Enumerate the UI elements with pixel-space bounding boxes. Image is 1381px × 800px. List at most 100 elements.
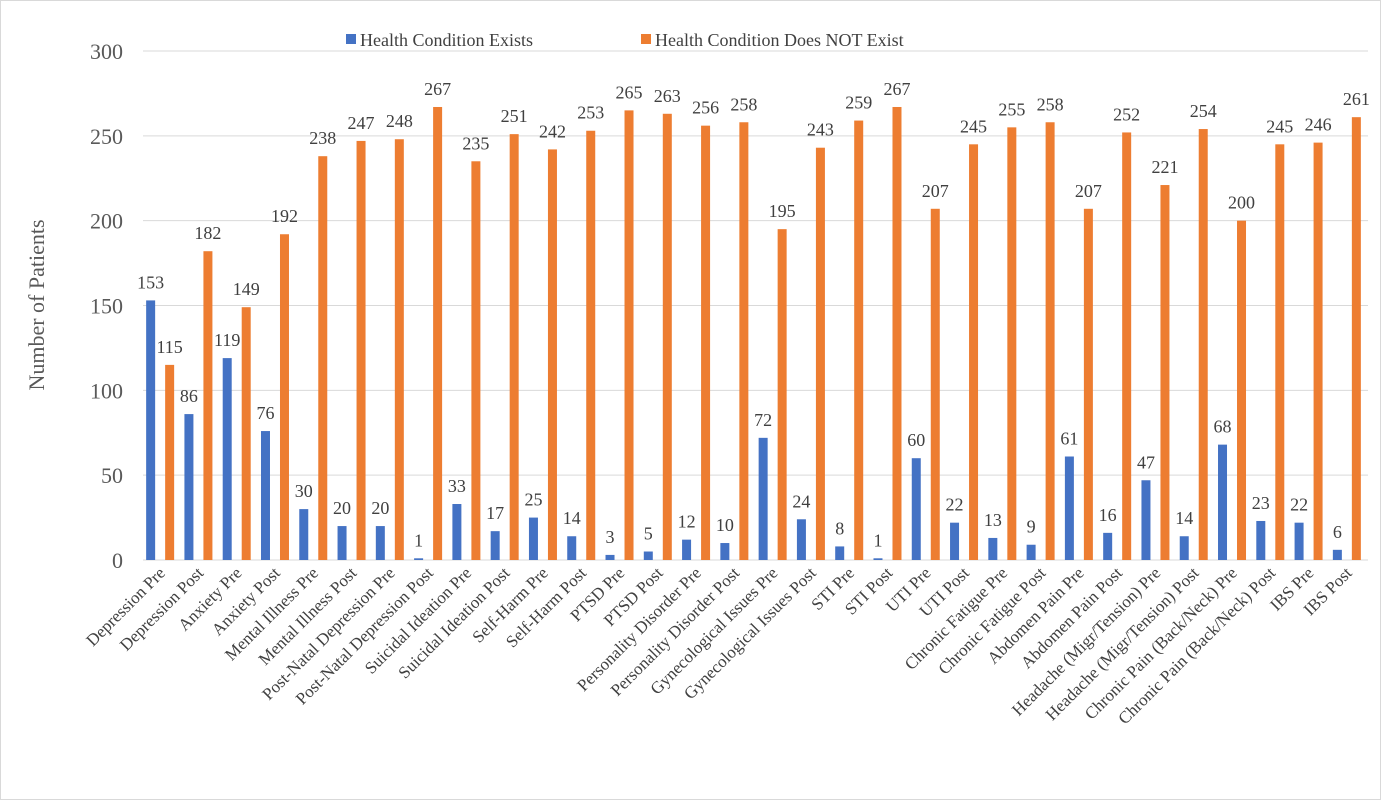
legend-label: Health Condition Does NOT Exist: [655, 30, 904, 50]
data-label: 200: [1228, 193, 1255, 213]
bar: [356, 140, 366, 560]
bar: [1332, 549, 1342, 560]
data-label: 23: [1252, 493, 1270, 513]
bar: [547, 149, 557, 560]
data-label: 9: [1027, 517, 1036, 537]
bar: [337, 526, 347, 560]
bar: [414, 558, 424, 560]
data-label: 235: [462, 133, 489, 153]
data-label: 248: [386, 111, 413, 131]
data-label: 22: [1290, 495, 1308, 515]
bar: [318, 156, 328, 560]
data-label: 24: [792, 491, 810, 511]
data-label: 30: [295, 481, 313, 501]
data-label: 12: [678, 512, 696, 532]
data-label: 153: [137, 272, 164, 292]
bar: [222, 358, 232, 560]
data-label: 195: [769, 201, 796, 221]
data-label: 265: [616, 82, 643, 102]
bar: [892, 106, 902, 561]
bar: [471, 161, 481, 561]
y-tick-label: 300: [90, 39, 123, 64]
data-label: 115: [156, 337, 182, 357]
data-label: 22: [946, 495, 964, 515]
bar: [1141, 480, 1151, 560]
bar: [1026, 544, 1036, 560]
bar: [739, 122, 749, 560]
data-label: 16: [1099, 505, 1117, 525]
data-label: 13: [984, 510, 1002, 530]
bar: [203, 251, 213, 560]
data-label: 245: [1266, 116, 1293, 136]
data-label: 255: [998, 99, 1025, 119]
data-label: 68: [1214, 417, 1232, 437]
bar: [1198, 129, 1208, 560]
legend: Health Condition Exists Health Condition …: [346, 30, 904, 50]
bar: [1256, 520, 1266, 560]
data-label: 256: [692, 98, 719, 118]
data-label: 33: [448, 476, 466, 496]
bar: [1313, 142, 1323, 560]
bar: [643, 551, 653, 560]
bar: [1007, 127, 1017, 560]
bar: [1275, 144, 1285, 561]
y-tick-label: 100: [90, 378, 123, 403]
data-label: 1: [414, 530, 423, 550]
data-label: 60: [907, 430, 925, 450]
bar: [433, 106, 443, 561]
y-tick-label: 50: [101, 463, 123, 488]
data-label: 119: [214, 330, 240, 350]
data-label: 192: [271, 206, 298, 226]
bar: [815, 147, 825, 560]
data-label: 8: [835, 518, 844, 538]
bars: [146, 106, 1361, 561]
data-label: 3: [606, 527, 615, 547]
y-axis-title: Number of Patients: [24, 219, 49, 390]
data-label: 6: [1333, 522, 1342, 542]
legend-swatch: [641, 34, 651, 44]
bar: [1294, 522, 1304, 560]
data-label: 253: [577, 103, 604, 123]
data-label: 14: [563, 508, 581, 528]
data-label: 5: [644, 524, 653, 544]
y-axis-ticks: 0 50 100 150 200 250 300: [90, 39, 123, 573]
y-tick-label: 250: [90, 124, 123, 149]
data-label: 246: [1305, 115, 1332, 135]
data-label: 72: [754, 410, 772, 430]
bar: [1237, 220, 1247, 560]
bar: [1179, 536, 1189, 560]
bar: [146, 300, 156, 560]
y-tick-label: 200: [90, 209, 123, 234]
bar: [567, 536, 577, 560]
bar: [1083, 208, 1093, 561]
bar: [1160, 185, 1170, 560]
bar: [184, 414, 194, 560]
bar: [1103, 532, 1113, 560]
data-label: 251: [501, 106, 528, 126]
bar: [1218, 444, 1228, 560]
legend-swatch: [346, 34, 356, 44]
data-label: 149: [233, 279, 260, 299]
bar: [528, 517, 538, 560]
data-label: 76: [256, 403, 274, 423]
bar: [586, 130, 596, 560]
data-label: 20: [333, 498, 351, 518]
bar: [375, 526, 385, 560]
bar: [682, 539, 692, 560]
bar: [624, 110, 634, 560]
bar: [1045, 122, 1055, 560]
bar: [777, 229, 787, 560]
legend-label: Health Condition Exists: [360, 30, 533, 50]
bar: [835, 546, 845, 560]
bar: [394, 139, 404, 560]
data-label: 20: [371, 498, 389, 518]
data-label: 252: [1113, 104, 1140, 124]
data-label: 207: [922, 181, 949, 201]
data-label: 1: [873, 530, 882, 550]
bar: [260, 431, 270, 560]
data-label: 47: [1137, 452, 1155, 472]
data-label: 243: [807, 120, 834, 140]
bar: [452, 504, 462, 560]
